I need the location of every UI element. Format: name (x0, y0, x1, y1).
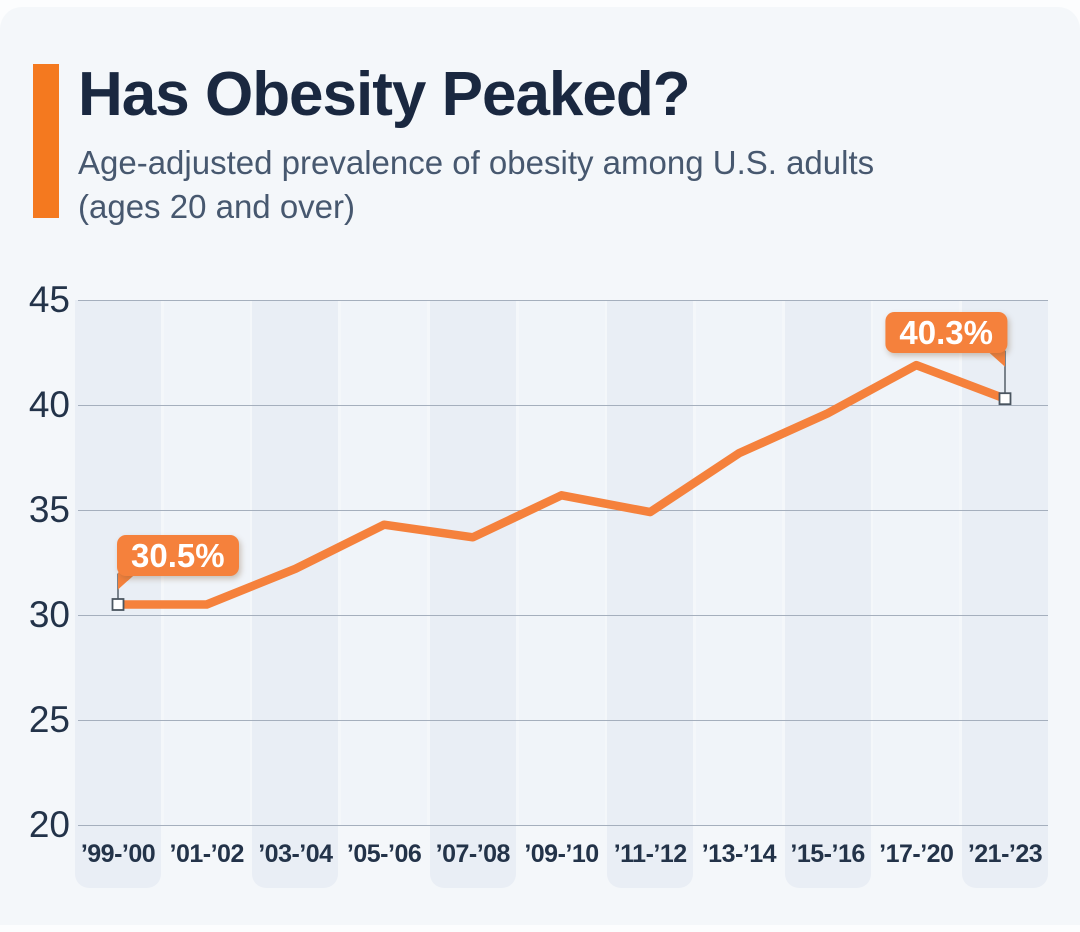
category-band (429, 300, 516, 888)
annotation-tail (118, 572, 137, 590)
chart-subtitle: Age-adjusted prevalence of obesity among… (78, 141, 874, 229)
gridline (78, 405, 1048, 406)
x-axis-label: ’17-’20 (879, 840, 954, 868)
y-axis-label: 45 (28, 279, 70, 320)
line-chart: 45 40 35 30 25 20 ’99-’00 ’01-’02 ’03-’04 ’05-’0… (0, 7, 1080, 932)
annotation-tail (986, 349, 1005, 367)
infographic-card: Has Obesity Peaked? Age-adjusted prevale… (0, 7, 1080, 925)
x-axis-label: ’01-’02 (169, 840, 245, 868)
gridline (78, 720, 1048, 721)
chart-title: Has Obesity Peaked? (78, 60, 691, 129)
y-axis-label: 20 (28, 804, 70, 845)
y-axis-label: 30 (28, 594, 70, 635)
title-accent-bar (33, 64, 59, 218)
gridline (78, 300, 1048, 301)
category-band (695, 300, 782, 825)
category-band (518, 300, 605, 825)
category-band (873, 300, 960, 825)
x-axis-label: ’11-’12 (613, 840, 687, 868)
x-axis-label: ’15-’16 (790, 840, 865, 868)
category-band (607, 300, 694, 888)
y-axis-label: 40 (28, 384, 70, 425)
data-label: 40.3% (885, 311, 1007, 353)
data-label: 30.5% (117, 534, 239, 576)
subtitle-line-2: (ages 20 and over) (78, 188, 356, 225)
gridline (78, 825, 1048, 826)
category-band (252, 300, 339, 888)
gridline (78, 615, 1048, 616)
plot-area (111, 349, 1012, 611)
data-point-marker (111, 598, 125, 611)
x-axis-label: ’05-’06 (346, 840, 422, 868)
subtitle-line-1: Age-adjusted prevalence of obesity among… (78, 144, 875, 181)
x-axis-label: ’99-’00 (80, 840, 156, 868)
x-axis-label: ’13-’14 (701, 840, 777, 868)
x-axis-label: ’03-’04 (258, 840, 333, 868)
category-band (341, 300, 428, 825)
data-point-marker (998, 392, 1012, 406)
y-axis-label: 25 (28, 699, 70, 740)
x-axis-label: ’21-’23 (967, 840, 1043, 868)
x-axis-label: ’07-’08 (435, 840, 511, 868)
data-line (118, 360, 1007, 609)
gridline (78, 510, 1048, 511)
x-axis-label: ’09-’10 (524, 840, 599, 868)
y-axis-label: 35 (28, 489, 70, 530)
